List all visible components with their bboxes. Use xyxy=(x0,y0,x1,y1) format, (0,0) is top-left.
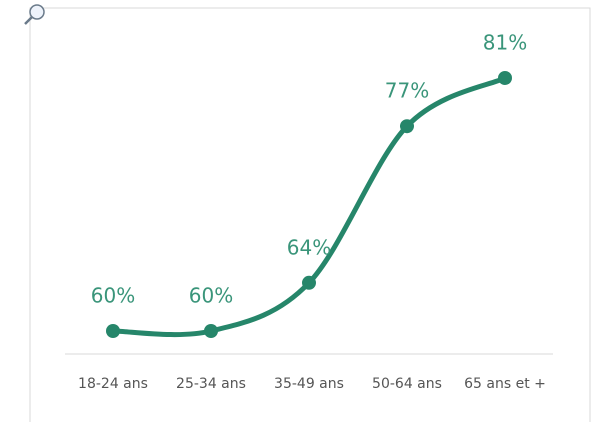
marker xyxy=(400,119,414,134)
zoom-icon[interactable] xyxy=(24,4,45,25)
marker xyxy=(204,324,218,338)
data-label: 77% xyxy=(385,79,429,103)
x-tick-label: 18-24 ans xyxy=(78,376,148,392)
marker xyxy=(302,275,316,290)
data-label: 64% xyxy=(287,235,331,259)
x-tick-label: 35-49 ans xyxy=(274,376,344,392)
marker xyxy=(106,324,120,338)
marker xyxy=(498,71,512,85)
x-tick-label: 50-64 ans xyxy=(372,376,442,392)
data-label: 60% xyxy=(189,284,233,308)
line xyxy=(110,75,508,338)
x-tick-label: 65 ans et + xyxy=(464,376,546,392)
data-label: 81% xyxy=(483,31,527,55)
frame xyxy=(29,7,591,422)
data-label: 60% xyxy=(91,284,135,308)
x-tick-label: 25-34 ans xyxy=(176,376,246,392)
